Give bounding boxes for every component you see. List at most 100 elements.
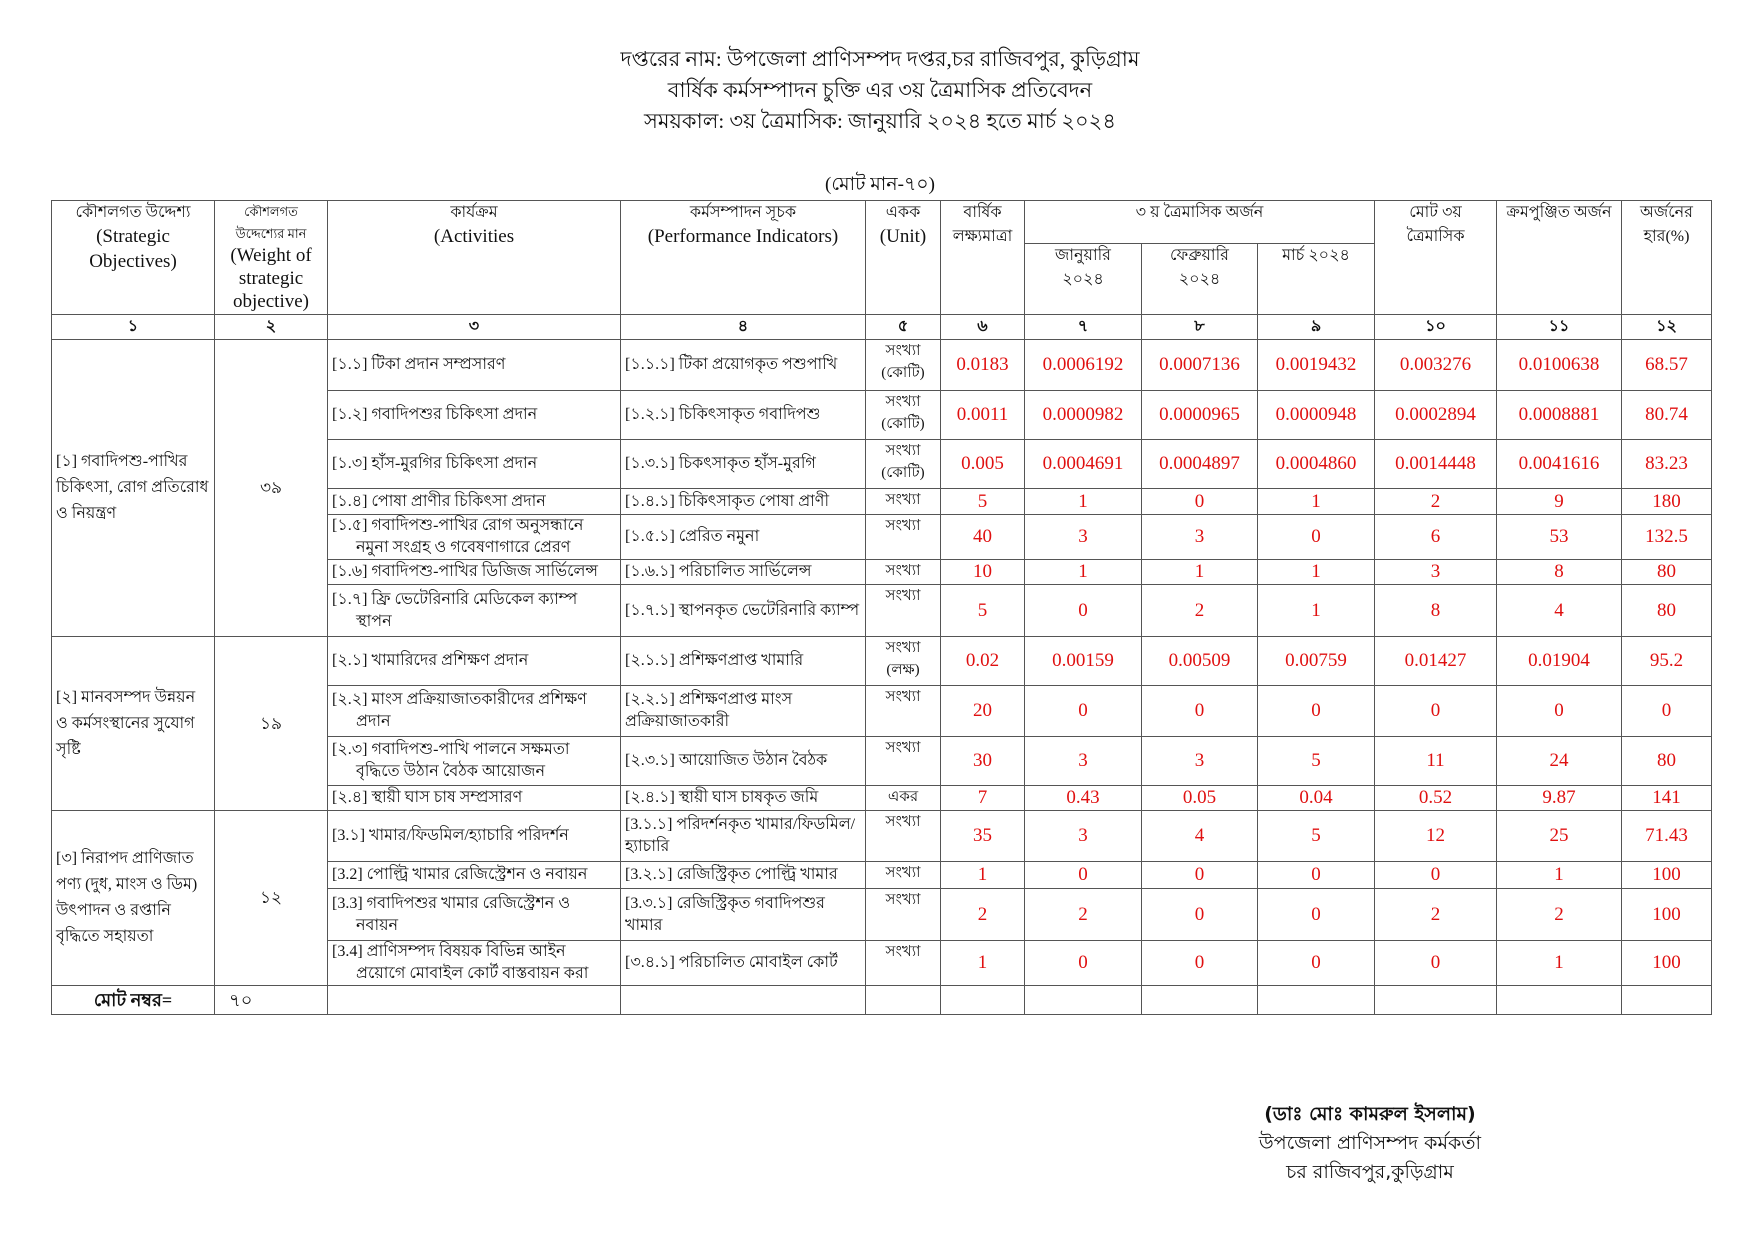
activity: [২.৪] স্থায়ী ঘাস চাষ সম্প্রসারণ (327, 785, 621, 811)
total-marks: (মোট মান-৭০) (825, 174, 935, 195)
activity-text-continued: প্রদান (356, 713, 391, 730)
annual-target: 20 (940, 685, 1025, 737)
activity: [২.৩] গবাদিপশু-পাখি পালনে সক্ষমতা বৃদ্ধিত… (327, 736, 621, 786)
table-row: [১] গবাদিপশু-পাখির চিকিৎসা, রোগ প্রতিরোধ… (51, 339, 1713, 637)
feb-achievement: 0 (1141, 488, 1258, 515)
unit: সংখ্যা (865, 514, 941, 560)
quarter-total: 0 (1374, 685, 1498, 737)
mar-achievement: 0 (1256, 514, 1376, 560)
performance-indicator: [১.৩.১] চিকৎসাকৃত হাঁস-মুরগি (620, 439, 866, 489)
quarter-total: 0.003276 (1374, 339, 1498, 391)
annual-target: 2 (940, 888, 1025, 941)
header-jan: জানুয়ারি ২০২৪ (1024, 243, 1142, 315)
activity-text-continued: প্রয়োগে মোবাইল কোর্ট বাস্তবায়ন করা (356, 965, 589, 982)
achievement-rate: 100 (1621, 888, 1713, 941)
achievement-rate: 100 (1621, 861, 1713, 889)
feb-achievement: 3 (1141, 736, 1258, 786)
annual-target: 7 (940, 785, 1025, 811)
quarter-total: 2 (1374, 488, 1498, 515)
annual-target: 5 (940, 584, 1025, 637)
performance-indicator: [১.৭.১] স্থাপনকৃত ভেটেরিনারি ক্যাম্প (620, 584, 866, 637)
table-row: [২.৩] গবাদিপশু-পাখি পালনে সক্ষমতা বৃদ্ধিত… (52, 736, 1713, 786)
empty-cell (1496, 985, 1623, 1015)
activity: [১.১] টিকা প্রদান সম্প্রসারণ (327, 339, 621, 391)
mar-achievement: 0 (1256, 685, 1376, 737)
column-number: ১১ (1496, 314, 1623, 340)
column-number: ৬ (940, 314, 1025, 340)
unit: সংখ্যা (কোটি) (865, 339, 941, 391)
quarter-total: 8 (1374, 584, 1498, 637)
empty-cell (865, 985, 941, 1015)
cumulative-achievement: 0.0100638 (1496, 339, 1623, 391)
activity-text: [3.3] গবাদিপশুর খামার রেজিস্ট্রেশন ও (332, 894, 571, 912)
activity-text: [২.২] মাংস প্রক্রিয়াজাতকারীদের প্রশিক্ষ… (332, 691, 587, 708)
mar-achievement: 5 (1256, 736, 1376, 786)
header-mar: মার্চ ২০২৪ (1256, 243, 1376, 315)
annual-target: 0.0183 (940, 339, 1025, 391)
mar-achievement: 5 (1256, 810, 1376, 862)
unit: সংখ্যা (865, 736, 941, 786)
feb-achievement: 0 (1141, 861, 1258, 889)
cumulative-achievement: 4 (1496, 584, 1623, 637)
header-activities: কার্যক্রম (Activities (327, 200, 621, 315)
activity-text: [২.৪] স্থায়ী ঘাস চাষ সম্প্রসারণ (332, 789, 523, 806)
column-number: ৫ (865, 314, 941, 340)
column-number: ১২ (1621, 314, 1713, 340)
feb-achievement: 3 (1141, 514, 1258, 560)
header-objective: কৌশলগত উদ্দেশ্য (Strategic Objectives) (51, 200, 215, 315)
annual-target: 0.005 (940, 439, 1025, 489)
report-title: দপ্তরের নাম: উপজেলা প্রাণিসম্পদ দপ্তর,চর… (0, 44, 1754, 137)
header-target: বার্ষিক লক্ষ্যমাত্রা (940, 200, 1025, 315)
annual-target: 30 (940, 736, 1025, 786)
achievement-rate: 95.2 (1621, 636, 1713, 686)
activity: [3.১] খামার/ফিডমিল/হ্যাচারি পরিদর্শন (327, 810, 621, 862)
officer-name: (ডাঃ মোঃ কামরুল ইসলাম) (1264, 1103, 1476, 1125)
jan-achievement: 0.00159 (1024, 636, 1142, 686)
strategic-objective: [১] গবাদিপশু-পাখির চিকিৎসা, রোগ প্রতিরোধ… (51, 339, 215, 637)
quarter-total: 12 (1374, 810, 1498, 862)
cumulative-achievement: 53 (1496, 514, 1623, 560)
column-number: ৯ (1256, 314, 1376, 340)
feb-achievement: 1 (1141, 559, 1258, 585)
quarter-total: 2 (1374, 888, 1498, 941)
activity: [১.৫] গবাদিপশু-পাখির রোগ অনুসন্ধানে নমুনা… (327, 514, 621, 560)
activity-text-continued: বৃদ্ধিতে উঠান বৈঠক আয়োজন (356, 763, 545, 780)
achievement-rate: 180 (1621, 488, 1713, 515)
mar-achievement: 0 (1256, 861, 1376, 889)
performance-indicator: [3.১.১] পরিদর্শনকৃত খামার/ফিডমিল/হ্যাচার… (620, 810, 866, 862)
activity: [3.4] প্রাণিসম্পদ বিষয়ক বিভিন্ন আইন প্রয… (327, 940, 621, 986)
quarter-total: 0.0014448 (1374, 439, 1498, 489)
feb-achievement: 0.0004897 (1141, 439, 1258, 489)
office-name: দপ্তরের নাম: উপজেলা প্রাণিসম্পদ দপ্তর,চর… (620, 47, 1140, 71)
feb-achievement: 0 (1141, 685, 1258, 737)
cumulative-achievement: 2 (1496, 888, 1623, 941)
performance-indicator: [২.৪.১] স্থায়ী ঘাস চাষকৃত জমি (620, 785, 866, 811)
header-quarter-achievement: ৩ য় ত্রৈমাসিক অর্জন (1023, 200, 1376, 244)
table-row: [3.4] প্রাণিসম্পদ বিষয়ক বিভিন্ন আইন প্রয… (52, 940, 1713, 986)
activity: [২.২] মাংস প্রক্রিয়াজাতকারীদের প্রশিক্ষ… (327, 685, 621, 737)
unit: সংখ্যা (কোটি) (865, 439, 941, 489)
feb-achievement: 4 (1141, 810, 1258, 862)
unit: সংখ্যা (865, 888, 941, 941)
achievement-rate: 80 (1621, 584, 1713, 637)
activity: [১.২] গবাদিপশুর চিকিৎসা প্রদান (327, 390, 621, 440)
officer-location: চর রাজিবপুর,কুড়িগ্রাম (1286, 1161, 1454, 1183)
performance-indicator: [3.৩.১] রেজিস্ট্রিকৃত গবাদিপশুর খামার (620, 888, 866, 941)
header-feb: ফেব্রুয়ারি ২০২৪ (1141, 243, 1258, 315)
cumulative-achievement: 25 (1496, 810, 1623, 862)
unit: সংখ্যা (865, 861, 941, 889)
achievement-rate: 83.23 (1621, 439, 1713, 489)
jan-achievement: 0.0006192 (1024, 339, 1142, 391)
activity-text: [3.2] পোল্ট্রি খামার রেজিস্ট্রেশন ও নবায… (332, 866, 588, 883)
quarter-total: 0 (1374, 861, 1498, 889)
cumulative-achievement: 9 (1496, 488, 1623, 515)
feb-achievement: 0 (1141, 888, 1258, 941)
column-number: ১ (51, 314, 215, 340)
unit: সংখ্যা (865, 559, 941, 585)
cumulative-achievement: 0 (1496, 685, 1623, 737)
strategic-objective: [২] মানবসম্পদ উন্নয়ন ও কর্মসংস্থানের সু… (51, 636, 215, 811)
total-value: ৭০ (214, 985, 328, 1015)
annual-target: 35 (940, 810, 1025, 862)
jan-achievement: 1 (1024, 488, 1142, 515)
achievement-rate: 68.57 (1621, 339, 1713, 391)
